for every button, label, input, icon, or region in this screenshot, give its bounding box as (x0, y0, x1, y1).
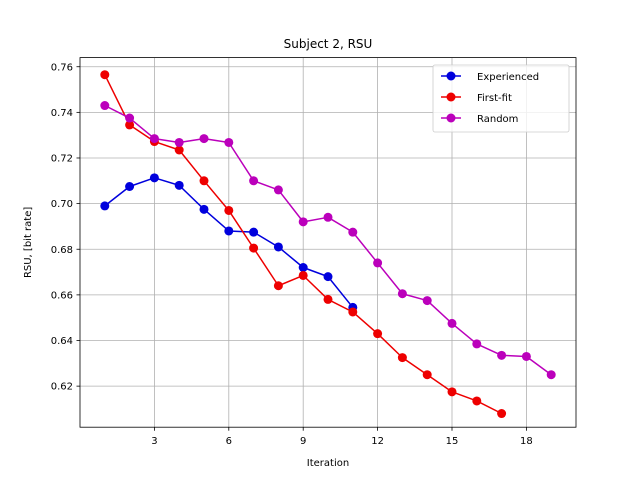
data-point-experienced (273, 242, 283, 252)
data-point-random (546, 370, 556, 380)
y-tick-label: 0.62 (51, 382, 73, 393)
data-point-experienced (174, 180, 184, 190)
y-tick-label: 0.74 (51, 108, 73, 119)
y-tick-label: 0.68 (51, 245, 73, 256)
data-point-experienced (149, 173, 159, 183)
data-point-first-fit (273, 281, 283, 291)
data-point-experienced (323, 272, 333, 282)
data-point-random (373, 258, 383, 268)
x-tick-label: 3 (151, 436, 157, 447)
data-point-random (249, 176, 259, 186)
data-point-random (174, 137, 184, 147)
data-point-experienced (100, 201, 110, 211)
ticks: 3 6 9 12 15 18 0.62 0.64 0.66 0.68 0.70 0.72 0.74 0.7… (51, 62, 533, 447)
x-axis-label: Iteration (307, 458, 349, 469)
y-tick-label: 0.70 (51, 199, 73, 210)
data-point-first-fit (174, 145, 184, 155)
data-point-first-fit (348, 307, 358, 317)
data-point-first-fit (397, 353, 407, 363)
data-point-first-fit (472, 396, 482, 406)
chart-title: Subject 2, RSU (284, 37, 373, 51)
data-point-random (100, 101, 110, 111)
data-point-first-fit (249, 243, 259, 253)
data-point-random (422, 296, 432, 306)
data-point-first-fit (100, 70, 110, 80)
data-point-first-fit (373, 329, 383, 339)
data-point-first-fit (224, 205, 234, 215)
legend-label-experienced: Experienced (477, 72, 539, 83)
data-point-first-fit (323, 294, 333, 304)
y-tick-label: 0.66 (51, 290, 73, 301)
data-point-experienced (199, 204, 209, 214)
data-point-first-fit (422, 370, 432, 380)
y-tick-label: 0.64 (51, 336, 73, 347)
data-point-experienced (224, 226, 234, 236)
legend-marker-experienced (446, 71, 456, 81)
data-point-random (447, 318, 457, 328)
y-tick-label: 0.76 (51, 62, 73, 73)
x-tick-label: 18 (520, 436, 533, 447)
series-layer (100, 70, 556, 419)
data-point-first-fit (497, 409, 507, 419)
data-point-random (224, 137, 234, 147)
data-point-random (348, 227, 358, 237)
data-point-first-fit (125, 120, 135, 130)
legend-marker-random (446, 113, 456, 123)
data-point-random (497, 350, 507, 360)
legend-label-first-fit: First-fit (477, 93, 512, 104)
data-point-random (125, 113, 135, 123)
data-point-first-fit (298, 270, 308, 280)
y-axis-label: RSU, [bit rate] (23, 207, 34, 278)
legend-marker-first-fit (446, 92, 456, 102)
data-point-random (521, 351, 531, 361)
legend: Experienced First-fit Random (432, 64, 570, 133)
data-point-experienced (125, 182, 135, 192)
data-point-random (397, 289, 407, 299)
y-tick-label: 0.72 (51, 154, 73, 165)
data-point-random (199, 134, 209, 144)
x-tick-label: 9 (300, 436, 306, 447)
x-tick-label: 12 (371, 436, 384, 447)
data-point-first-fit (447, 387, 457, 397)
data-point-experienced (298, 262, 308, 272)
legend-frame (432, 64, 570, 133)
data-point-first-fit (199, 176, 209, 186)
grid (80, 57, 576, 428)
data-point-random (323, 212, 333, 222)
x-tick-label: 15 (446, 436, 459, 447)
data-point-random (472, 339, 482, 349)
legend-label-random: Random (477, 114, 518, 125)
data-point-experienced (249, 227, 259, 237)
plot-frame (79, 57, 577, 428)
x-tick-label: 6 (226, 436, 232, 447)
data-point-random (273, 185, 283, 195)
data-point-random (149, 134, 159, 144)
data-point-random (298, 217, 308, 227)
